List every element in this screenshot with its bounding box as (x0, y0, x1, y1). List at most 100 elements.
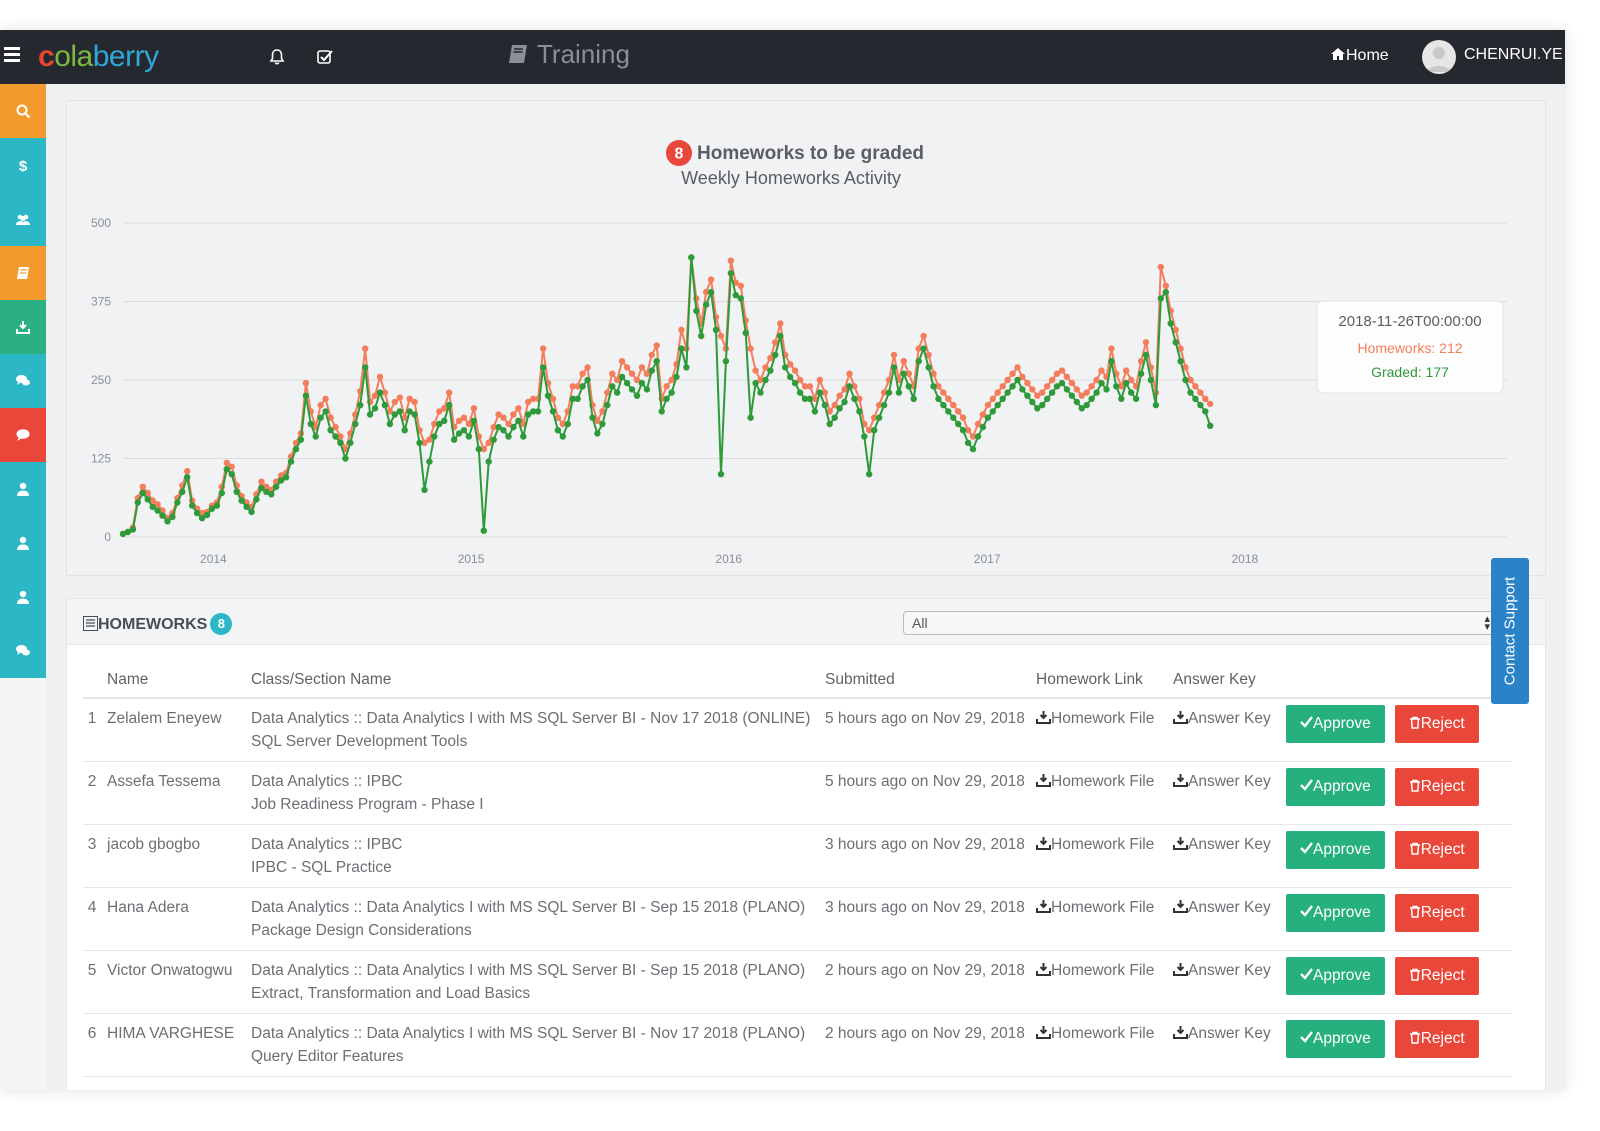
data-point-graded (347, 439, 354, 446)
col-class-section[interactable]: Class/Section Name (251, 661, 825, 699)
homework-file-link[interactable]: Homework File (1036, 698, 1173, 762)
sidebar-item-download[interactable] (0, 300, 46, 354)
data-point-graded (1113, 383, 1120, 390)
approve-button[interactable]: Approve (1286, 831, 1385, 869)
answer-key-link[interactable]: Answer Key (1173, 824, 1286, 888)
data-point-homeworks (846, 370, 853, 377)
reject-button[interactable]: Reject (1394, 894, 1479, 932)
homework-file-label: Homework File (1051, 710, 1155, 727)
approve-button[interactable]: Approve (1286, 705, 1385, 743)
data-point-homeworks (875, 401, 883, 409)
sidebar-item-comments[interactable] (0, 354, 46, 408)
data-point-graded (327, 427, 334, 434)
download-icon (1036, 1026, 1051, 1039)
data-point-homeworks (974, 420, 982, 428)
homework-file-link[interactable]: Homework File (1036, 887, 1173, 951)
sidebar-item-users[interactable] (0, 192, 46, 246)
answer-key-link[interactable]: Answer Key (1173, 1013, 1286, 1077)
homework-file-label: Homework File (1051, 836, 1155, 853)
home-link[interactable]: Home (1330, 47, 1389, 65)
table-row: 5 Victor Onwatogwu Data Analytics :: Data … (83, 950, 1511, 1014)
approve-button[interactable]: Approve (1286, 1020, 1385, 1058)
pending-count-badge-bg (666, 140, 692, 166)
approve-button[interactable]: Approve (1286, 957, 1385, 995)
data-point-homeworks (821, 389, 828, 396)
data-point-homeworks (1039, 389, 1046, 396)
avatar[interactable] (1422, 40, 1456, 74)
approve-button[interactable]: Approve (1286, 894, 1385, 932)
tooltip-homeworks: Homeworks: 212 (1357, 340, 1462, 356)
menu-icon[interactable] (4, 47, 20, 62)
data-point-graded (193, 509, 201, 517)
answer-key-link[interactable]: Answer Key (1173, 950, 1286, 1014)
data-point-graded (426, 458, 433, 465)
data-point-graded (223, 466, 230, 473)
username[interactable]: CHENRUI.YE (1464, 46, 1563, 63)
reject-button[interactable]: Reject (1394, 1020, 1479, 1058)
data-point-graded (549, 408, 557, 415)
data-point-graded (366, 411, 374, 418)
data-point-homeworks (920, 332, 927, 340)
reject-button[interactable]: Reject (1394, 831, 1479, 869)
sidebar-item-book[interactable] (0, 246, 46, 300)
data-point-graded (164, 518, 171, 525)
data-point-homeworks (717, 332, 725, 340)
download-icon (1173, 963, 1188, 976)
data-point-homeworks (945, 395, 952, 402)
data-point-graded (638, 379, 646, 387)
homework-filter-select[interactable]: All ▴ ▾ (903, 611, 1497, 635)
sidebar-item-dollar[interactable]: $ (0, 138, 46, 192)
answer-key-link[interactable]: Answer Key (1173, 887, 1286, 951)
data-point-graded (747, 414, 754, 421)
check-square-icon[interactable] (316, 48, 334, 66)
sidebar-item-search[interactable] (0, 84, 46, 138)
data-point-graded (648, 367, 655, 374)
col-answer-key[interactable]: Answer Key (1173, 661, 1286, 699)
reject-button[interactable]: Reject (1394, 768, 1479, 806)
data-point-homeworks (831, 401, 838, 409)
row-actions: Approve Reject (1286, 761, 1511, 825)
data-point-homeworks (1058, 367, 1066, 374)
search-icon (16, 104, 31, 119)
sidebar-item-comments[interactable] (0, 624, 46, 678)
submitted-time: 5 hours ago on Nov 29, 2018 (825, 761, 1036, 825)
approve-button[interactable]: Approve (1286, 768, 1385, 806)
data-point-graded (737, 295, 744, 302)
data-point-graded (663, 395, 670, 402)
homework-file-link[interactable]: Homework File (1036, 761, 1173, 825)
data-point-graded (866, 471, 873, 478)
data-point-homeworks (441, 405, 448, 412)
sidebar-item-user[interactable] (0, 462, 46, 516)
data-point-graded (1034, 405, 1041, 412)
student-name: HIMA VARGHESE (107, 1013, 251, 1077)
data-point-homeworks (154, 501, 161, 508)
col-submitted[interactable]: Submitted (825, 661, 1036, 699)
col-homework-link[interactable]: Homework Link (1036, 661, 1173, 699)
data-point-graded (1137, 370, 1145, 377)
reject-button[interactable]: Reject (1394, 957, 1479, 995)
col-name[interactable]: Name (107, 661, 251, 699)
answer-key-link[interactable]: Answer Key (1173, 761, 1286, 825)
colaberry-logo[interactable]: colaberry (38, 40, 159, 76)
contact-support-tab[interactable]: Contact Support (1491, 558, 1529, 704)
sidebar-item-user[interactable] (0, 516, 46, 570)
class-section: Data Analytics :: IPBC IPBC - SQL Practic… (251, 824, 825, 888)
class-section: Data Analytics :: IPBC Job Readiness Prog… (251, 761, 825, 825)
data-point-graded (574, 395, 581, 402)
bell-icon[interactable] (268, 48, 286, 66)
data-point-homeworks (1029, 386, 1036, 393)
data-point-graded (1162, 288, 1170, 296)
data-point-homeworks (935, 383, 942, 390)
sidebar-item-user[interactable] (0, 570, 46, 624)
sidebar: $ (0, 84, 46, 1090)
reject-button[interactable]: Reject (1394, 705, 1479, 743)
data-point-homeworks (866, 427, 873, 434)
homework-file-link[interactable]: Homework File (1036, 1013, 1173, 1077)
sidebar-item-comment[interactable] (0, 408, 46, 462)
row-index: 3 (83, 824, 107, 888)
data-point-graded (658, 408, 665, 415)
data-point-homeworks (623, 364, 631, 371)
homework-file-link[interactable]: Homework File (1036, 950, 1173, 1014)
answer-key-link[interactable]: Answer Key (1173, 698, 1286, 762)
homework-file-link[interactable]: Homework File (1036, 824, 1173, 888)
